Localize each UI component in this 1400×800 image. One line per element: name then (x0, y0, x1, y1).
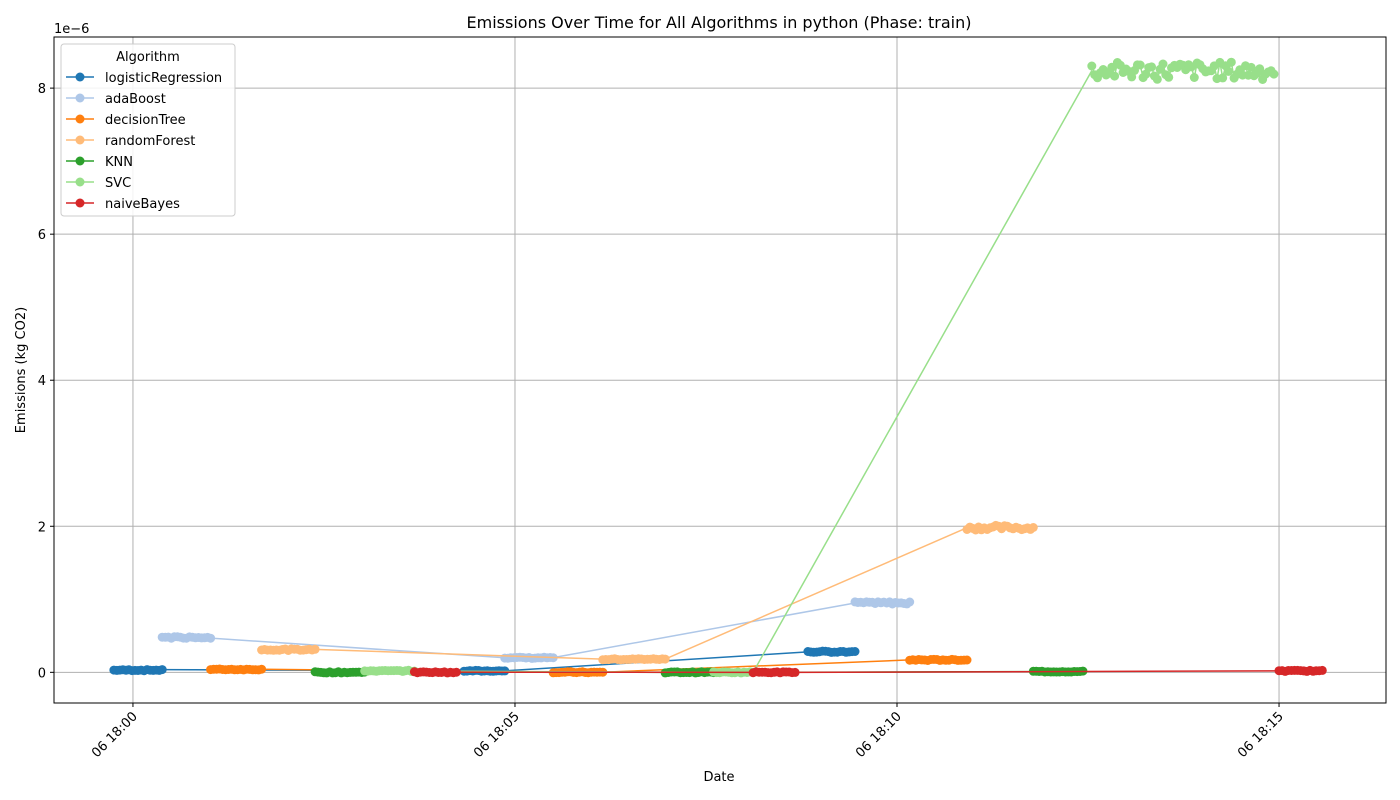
SVC-point (1269, 69, 1279, 79)
SVC-point (1255, 64, 1265, 74)
legend-marker-decisionTree (75, 114, 85, 124)
chart-title: Emissions Over Time for All Algorithms i… (467, 13, 972, 32)
y-tick-label: 8 (38, 82, 46, 97)
legend-label-naiveBayes: naiveBayes (105, 197, 180, 212)
y-tick-label: 0 (38, 666, 46, 681)
logisticRegression-point (157, 665, 167, 675)
legend-label-randomForest: randomForest (105, 134, 195, 149)
SVC-point (1110, 71, 1120, 81)
SVC-point (1218, 73, 1228, 83)
y-tick-label: 4 (38, 374, 46, 389)
adaBoost-point (206, 633, 216, 643)
x-axis: 06 18:00 06 18:05 06 18:10 06 18:15 (89, 703, 1287, 761)
series-naiveBayes (409, 665, 1327, 678)
randomForest-point (1028, 523, 1038, 532)
x-tick-label: 06 18:05 (471, 709, 523, 761)
y-axis: 0 2 4 6 8 (38, 82, 54, 681)
series-adaBoost (157, 597, 915, 663)
x-tick-label: 06 18:15 (1235, 709, 1287, 761)
legend-label-KNN: KNN (105, 155, 133, 170)
SVC-point (1152, 74, 1162, 84)
SVC-point (1158, 59, 1168, 69)
SVC-point (1147, 62, 1157, 72)
grid-lines (54, 37, 1386, 703)
legend-label-logisticRegression: logisticRegression (105, 71, 222, 86)
randomForest-point (660, 654, 670, 664)
x-axis-title: Date (703, 770, 734, 785)
legend: Algorithm logisticRegression adaBoost decis… (60, 43, 236, 217)
legend-label-decisionTree: decisionTree (105, 113, 186, 128)
naiveBayes-point (790, 667, 800, 677)
y-tick-label: 2 (38, 520, 46, 535)
y-tick-label: 6 (38, 228, 46, 243)
logisticRegression-point (850, 647, 860, 656)
randomForest-connector (664, 527, 968, 660)
legend-marker-randomForest (75, 135, 85, 145)
decisionTree-point (962, 655, 972, 665)
legend-marker-KNN (75, 156, 85, 166)
SVC-point (1223, 66, 1233, 76)
legend-label-SVC: SVC (105, 176, 131, 191)
x-tick-label: 06 18:00 (89, 709, 141, 761)
series-layer (109, 57, 1327, 678)
naiveBayes-point (1317, 665, 1327, 675)
legend-box (60, 43, 236, 217)
legend-marker-SVC (75, 177, 85, 187)
SVC-point (1189, 73, 1199, 82)
legend-marker-logisticRegression (75, 72, 85, 82)
SVC-point (1087, 61, 1097, 71)
legend-label-adaBoost: adaBoost (105, 92, 166, 107)
series-randomForest (257, 520, 1038, 665)
adaBoost-connector (553, 602, 856, 659)
SVC-point (1246, 62, 1256, 72)
adaBoost-point (905, 597, 915, 607)
SVC-point (1135, 60, 1145, 70)
legend-title: Algorithm (116, 50, 180, 65)
naiveBayes-connector (795, 670, 1280, 674)
SVC-point (1226, 57, 1236, 67)
SVC-connector (752, 70, 1093, 673)
legend-marker-adaBoost (75, 93, 85, 103)
x-tick-label: 06 18:10 (853, 709, 905, 761)
plot-frame (53, 36, 1387, 704)
series-SVC (360, 57, 1279, 678)
naiveBayes-point (451, 667, 461, 677)
legend-marker-naiveBayes (75, 198, 85, 208)
y-offset-text: 1e−6 (54, 22, 89, 37)
y-axis-title: Emissions (kg CO2) (14, 307, 29, 433)
SVC-point (1164, 72, 1174, 82)
randomForest-connector (315, 648, 603, 660)
